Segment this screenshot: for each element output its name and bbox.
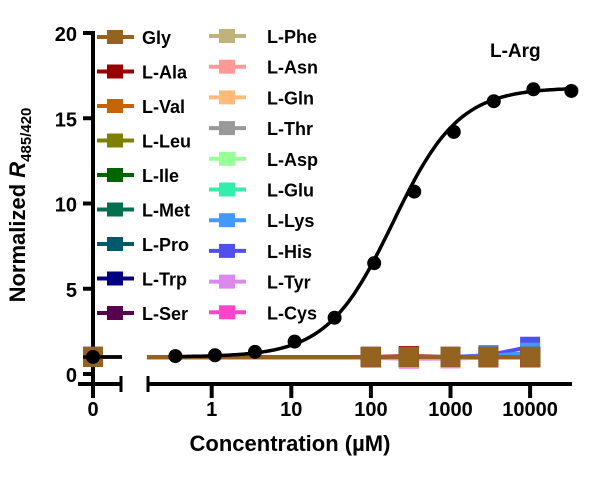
legend-swatch-marker bbox=[107, 306, 123, 320]
x-tick-label: 1000 bbox=[428, 399, 473, 421]
legend-item: L-Met bbox=[97, 201, 190, 221]
legend-swatch-marker bbox=[219, 243, 235, 258]
arg-data-point bbox=[564, 83, 579, 98]
legend-item: L-Ile bbox=[97, 166, 179, 186]
legend-label: L-Met bbox=[142, 201, 190, 221]
legend-item: L-Pro bbox=[97, 235, 189, 255]
legend-label: L-Cys bbox=[267, 303, 317, 323]
legend-label: L-Thr bbox=[267, 119, 313, 139]
legend-label: L-Pro bbox=[142, 235, 189, 255]
legend-item: L-Gln bbox=[209, 88, 314, 108]
legend-item: L-Asn bbox=[209, 58, 318, 78]
legend-label: L-Asn bbox=[267, 58, 318, 78]
data-point bbox=[360, 346, 381, 367]
legend-item: L-Ser bbox=[97, 304, 188, 324]
legend-item: L-Phe bbox=[209, 27, 317, 47]
arg-data-point bbox=[486, 94, 501, 109]
data-point bbox=[440, 346, 461, 367]
series-l-lys bbox=[83, 342, 541, 367]
x-tick-label: 100 bbox=[354, 399, 387, 421]
legend-item: Gly bbox=[97, 28, 171, 48]
series-gly bbox=[83, 346, 541, 367]
legend-label: L-His bbox=[267, 242, 312, 262]
legend-item: L-Val bbox=[97, 97, 185, 117]
x-tick-label: 0 bbox=[87, 399, 98, 421]
axes: 0 5 10 15 20 0 1 10 100 1000 10000 bbox=[55, 24, 572, 421]
arg-data-point bbox=[446, 124, 461, 139]
legend-swatch-marker bbox=[219, 305, 235, 320]
legend-swatch-marker bbox=[107, 64, 123, 79]
legend-label: Gly bbox=[142, 28, 171, 48]
legend-swatch-marker bbox=[107, 271, 123, 286]
legend-label: L-Trp bbox=[142, 270, 187, 290]
legend-swatch-marker bbox=[107, 99, 123, 113]
legend-swatch-marker bbox=[219, 151, 235, 166]
series-lines bbox=[83, 336, 541, 369]
series-l-his bbox=[83, 336, 541, 367]
legend-swatch-marker bbox=[107, 168, 123, 182]
legend-swatch-marker bbox=[107, 202, 123, 217]
y-tick-label: 10 bbox=[55, 195, 77, 217]
arg-data-point bbox=[207, 348, 222, 363]
legend-label: L-Lys bbox=[267, 211, 314, 231]
legend-item: L-Tyr bbox=[209, 273, 311, 293]
arg-data-point bbox=[248, 344, 263, 359]
arg-data-point bbox=[407, 184, 422, 199]
legend-label: L-Glu bbox=[267, 181, 314, 201]
arg-data-point bbox=[367, 256, 382, 271]
legend-item: L-Ala bbox=[97, 63, 188, 83]
legend-label: L-Tyr bbox=[267, 273, 311, 293]
arg-series bbox=[83, 82, 579, 364]
legend: Gly L-Ala L-Val L-Leu L-Ile L-Met L-Pro L-Trp L-… bbox=[97, 27, 318, 324]
y-tick-label: 15 bbox=[55, 109, 77, 131]
legend-label: L-Ser bbox=[142, 304, 188, 324]
x-tick-label: 1 bbox=[206, 399, 217, 421]
legend-swatch-marker bbox=[219, 274, 235, 289]
legend-swatch-marker bbox=[219, 213, 235, 228]
y-tick-label: 0 bbox=[66, 365, 77, 387]
legend-swatch-marker bbox=[219, 121, 235, 136]
legend-label: L-Val bbox=[142, 97, 185, 117]
y-tick-label: 5 bbox=[66, 280, 77, 302]
data-point bbox=[478, 346, 499, 367]
data-point bbox=[398, 346, 419, 367]
legend-item: L-Glu bbox=[209, 181, 314, 201]
arg-data-point bbox=[86, 349, 100, 364]
legend-label: L-Leu bbox=[142, 132, 191, 152]
legend-swatch-marker bbox=[107, 30, 123, 44]
x-tick-label: 10 bbox=[280, 399, 302, 421]
x-axis-label: Concentration (µM) bbox=[190, 431, 391, 456]
legend-label: L-Asp bbox=[267, 150, 318, 170]
legend-item: L-Trp bbox=[97, 270, 187, 290]
arg-data-point bbox=[327, 310, 342, 325]
arg-data-point bbox=[526, 82, 541, 97]
legend-item: L-Lys bbox=[209, 211, 314, 231]
legend-item: L-Asp bbox=[209, 150, 318, 170]
legend-swatch-marker bbox=[219, 29, 235, 43]
legend-label: L-Ala bbox=[142, 63, 188, 83]
legend-label: L-Phe bbox=[267, 27, 317, 47]
arg-data-point bbox=[168, 349, 183, 364]
legend-swatch-marker bbox=[219, 90, 235, 105]
arg-annotation: L-Arg bbox=[490, 41, 541, 62]
legend-swatch-marker bbox=[219, 59, 235, 74]
legend-label: L-Gln bbox=[267, 88, 314, 108]
y-tick-label: 20 bbox=[55, 24, 77, 46]
y-axis-label: Normalized R485/420 bbox=[5, 108, 35, 303]
legend-swatch-marker bbox=[107, 133, 123, 148]
legend-item: L-Thr bbox=[209, 119, 313, 139]
legend-swatch-marker bbox=[219, 182, 235, 197]
legend-item: L-Cys bbox=[209, 303, 317, 323]
legend-item: L-Leu bbox=[97, 132, 191, 152]
legend-swatch-marker bbox=[107, 237, 123, 251]
data-point bbox=[520, 346, 541, 367]
legend-item: L-His bbox=[209, 242, 312, 262]
x-tick-label: 10000 bbox=[502, 399, 558, 421]
arg-data-point bbox=[287, 334, 302, 349]
legend-label: L-Ile bbox=[142, 166, 179, 186]
